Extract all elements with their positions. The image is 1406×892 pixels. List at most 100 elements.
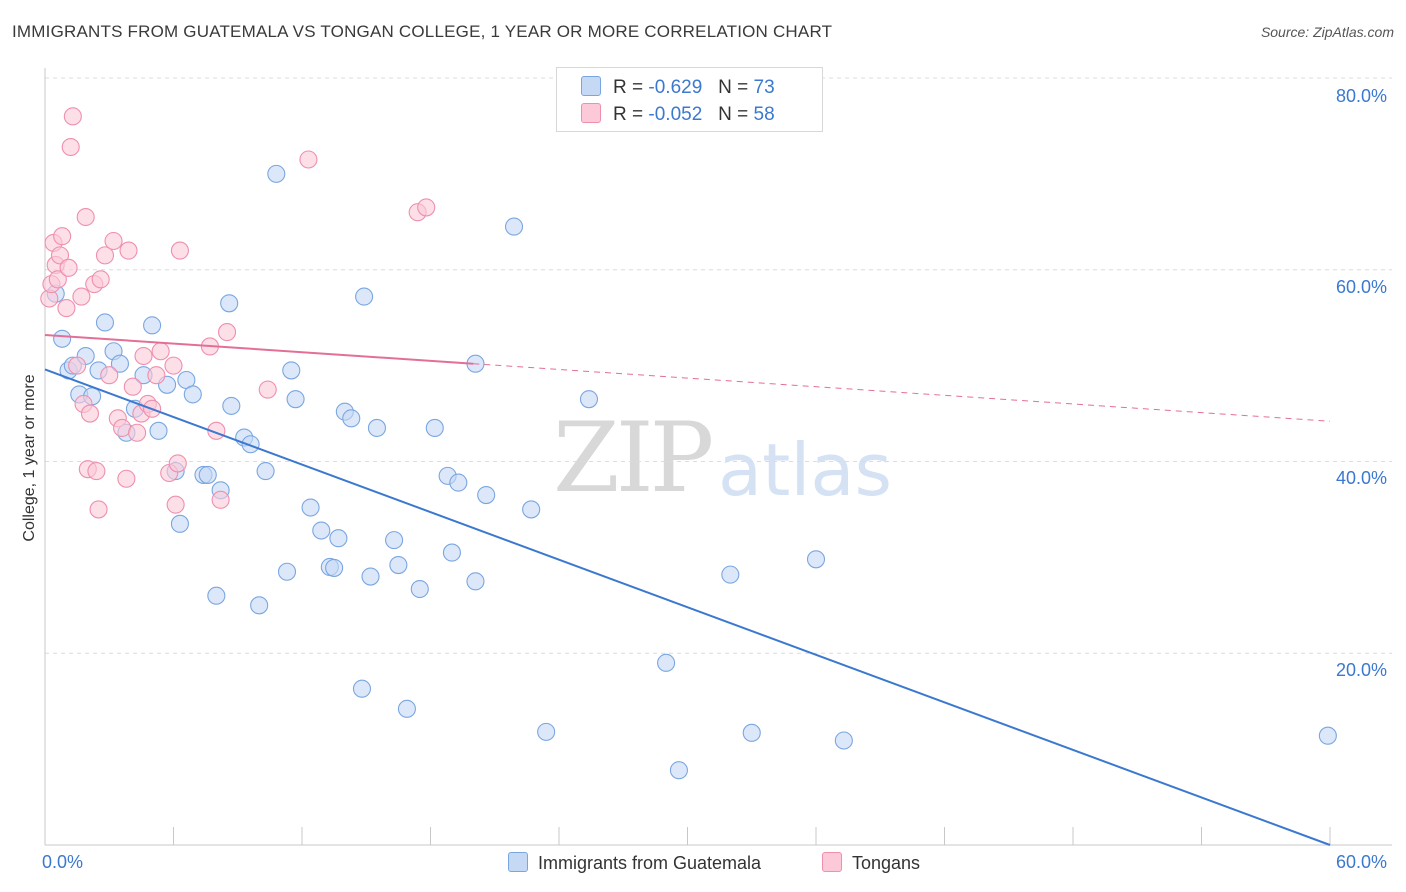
tongans-point xyxy=(211,490,230,509)
tongans-point xyxy=(299,150,318,169)
guatemala-point xyxy=(537,722,556,741)
tongans-point xyxy=(128,423,147,442)
guatemala-point xyxy=(267,164,286,183)
guatemala-point xyxy=(256,462,275,481)
tongans-point xyxy=(123,377,142,396)
tongans-trendline xyxy=(44,333,474,365)
tongans-point xyxy=(164,356,183,375)
series-swatch-blue xyxy=(508,852,528,872)
tongans-point xyxy=(53,227,72,246)
guatemala-point xyxy=(721,565,740,584)
guatemala-point xyxy=(669,761,688,780)
legend-swatch-pink xyxy=(581,103,601,123)
guatemala-point xyxy=(207,586,226,605)
guatemala-point xyxy=(301,498,320,517)
guatemala-point xyxy=(329,529,348,548)
tongans-point xyxy=(113,418,132,437)
guatemala-point xyxy=(361,567,380,586)
guatemala-point xyxy=(220,294,239,313)
guatemala-point xyxy=(389,555,408,575)
legend-r-label: R = xyxy=(613,104,644,125)
tongans-point xyxy=(91,270,110,289)
guatemala-point xyxy=(241,435,260,454)
tongans-trendline-extension xyxy=(473,363,1331,422)
guatemala-point xyxy=(410,579,429,599)
tongans-point xyxy=(89,500,108,519)
guatemala-point xyxy=(143,316,162,335)
y-tick-label: 40.0% xyxy=(1336,468,1388,488)
guatemala-point xyxy=(834,731,853,750)
guatemala-point xyxy=(477,486,496,505)
guatemala-point xyxy=(149,421,168,440)
tongans-point xyxy=(168,454,187,473)
tongans-point xyxy=(95,246,115,265)
tongans-point xyxy=(104,231,123,251)
guatemala-point xyxy=(95,313,115,332)
guatemala-point xyxy=(110,354,130,373)
x-tick-label: 0.0% xyxy=(42,852,84,872)
series-swatch-pink xyxy=(822,852,842,872)
guatemala-point xyxy=(504,217,524,236)
guatemala-point xyxy=(312,521,331,540)
tongans-point xyxy=(61,137,80,157)
series-name-guatemala: Immigrants from Guatemala xyxy=(538,853,762,873)
series-legend-guatemala[interactable]: Immigrants from Guatemala xyxy=(508,852,761,874)
legend-r-value: -0.629 xyxy=(648,77,703,98)
tongans-point xyxy=(50,246,70,265)
tongans-point xyxy=(63,107,82,126)
guatemala-point xyxy=(397,699,416,718)
tongans-point xyxy=(166,495,185,514)
legend-row-tongans: R = -0.052 N = 58 xyxy=(581,103,775,126)
legend-r-value: -0.052 xyxy=(648,104,703,125)
tongans-point xyxy=(119,241,138,260)
tongans-point xyxy=(134,346,153,366)
tongans-point xyxy=(57,299,76,318)
guatemala-point xyxy=(183,385,202,404)
legend-n-value: 73 xyxy=(753,77,775,98)
series-name-tongans: Tongans xyxy=(852,853,921,873)
series-legend-tongans[interactable]: Tongans xyxy=(822,852,920,874)
tongans-point xyxy=(147,366,166,385)
tongans-point xyxy=(68,356,87,375)
tongans-point xyxy=(217,323,237,342)
legend-n-label: N = xyxy=(718,77,749,98)
guatemala-point xyxy=(286,390,305,409)
tongans-point xyxy=(87,462,106,481)
tongans-point xyxy=(80,404,100,423)
guatemala-point xyxy=(466,572,485,591)
guatemala-point xyxy=(657,653,676,672)
tongans-point xyxy=(417,198,436,217)
legend-swatch-blue xyxy=(581,76,601,96)
legend-r-label: R = xyxy=(613,77,644,98)
guatemala-point xyxy=(522,500,541,519)
watermark-atlas: atlas xyxy=(718,428,892,512)
guatemala-point xyxy=(742,723,761,742)
tongans-point xyxy=(151,342,170,361)
guatemala-point xyxy=(222,396,241,415)
tongans-point xyxy=(100,366,119,385)
guatemala-point xyxy=(170,514,189,533)
y-tick-label: 20.0% xyxy=(1336,660,1388,680)
legend-n-label: N = xyxy=(718,104,749,125)
source-label: Source: ZipAtlas.com xyxy=(1260,24,1394,40)
tongans-point xyxy=(76,207,95,227)
guatemala-trendline xyxy=(44,368,1331,846)
tongans-point xyxy=(170,241,189,260)
guatemala-point xyxy=(1318,726,1337,745)
guatemala-point xyxy=(352,679,372,698)
watermark-zip: ZIP xyxy=(553,402,714,514)
guatemala-point xyxy=(806,550,826,569)
y-tick-label: 80.0% xyxy=(1336,86,1388,106)
guatemala-point xyxy=(250,596,269,615)
guatemala-point xyxy=(342,409,361,428)
guatemala-point xyxy=(425,418,444,437)
guatemala-point xyxy=(198,465,217,484)
guatemala-point xyxy=(355,287,374,306)
chart-title: IMMIGRANTS FROM GUATEMALA VS TONGAN COLL… xyxy=(12,22,833,41)
tongans-point xyxy=(117,469,136,488)
guatemala-point xyxy=(53,329,72,348)
correlation-legend: R = -0.629 N = 73 R = -0.052 N = 58 xyxy=(556,67,823,132)
guatemala-point xyxy=(367,418,387,437)
guatemala-point xyxy=(442,543,461,562)
